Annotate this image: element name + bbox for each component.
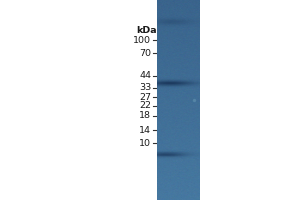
Text: 100: 100: [133, 36, 151, 45]
Text: 10: 10: [139, 139, 151, 148]
Text: 27: 27: [139, 93, 151, 102]
Text: 18: 18: [139, 111, 151, 120]
Text: 14: 14: [139, 126, 151, 135]
Text: 44: 44: [139, 71, 151, 80]
Text: kDa: kDa: [136, 26, 157, 35]
Text: 33: 33: [139, 83, 151, 92]
Text: 22: 22: [139, 101, 151, 110]
Text: 70: 70: [139, 49, 151, 58]
